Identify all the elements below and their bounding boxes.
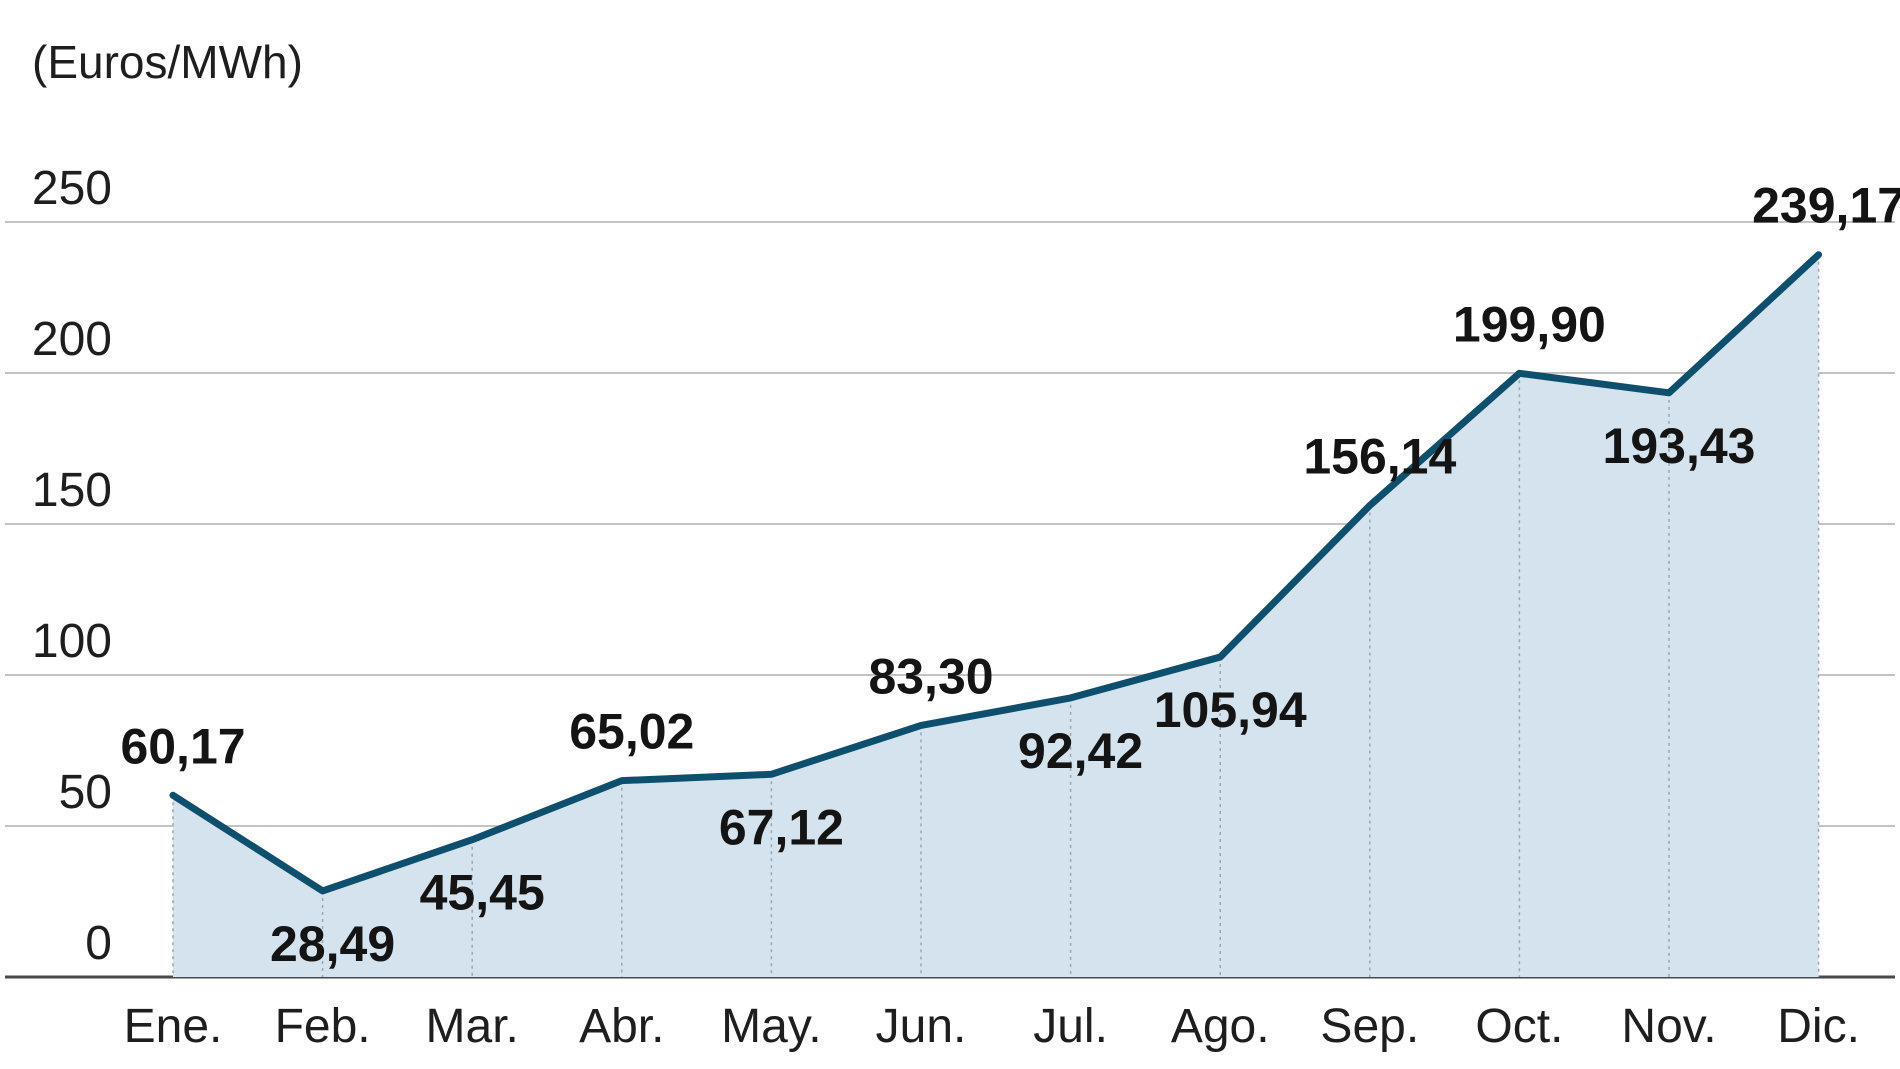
data-point [918,722,924,729]
data-label: 83,30 [868,648,993,704]
series-line [169,251,1823,895]
data-label: 199,90 [1453,296,1606,352]
data-label: 60,17 [120,718,245,774]
data-label: 45,45 [420,865,545,921]
x-tick-label: Jul. [1033,1000,1108,1053]
data-label: 65,02 [569,704,694,760]
data-point [1067,694,1074,701]
data-point [1366,502,1373,509]
y-tick-label: 0 [85,917,112,970]
y-tick-label: 200 [32,313,112,366]
y-tick-label: 50 [59,766,112,819]
data-label: 156,14 [1303,428,1456,484]
data-point [319,887,326,894]
data-point [618,777,625,784]
data-label: 28,49 [270,916,395,972]
x-axis-ticks: Ene. Feb. Mar. Abr. May. Jun. Jul. Ago. Sep. Oct.… [124,1000,1860,1053]
x-tick-label: Ene. [124,1000,223,1053]
data-label: 239,17 [1752,178,1900,234]
y-tick-label: 100 [32,615,112,668]
x-tick-label: Oct. [1475,1000,1563,1053]
x-tick-label: May. [721,1000,821,1053]
y-axis-ticks: 0 50 100 150 200 250 [32,162,112,970]
x-tick-label: Feb. [275,1000,371,1053]
x-tick-label: Dic. [1777,1000,1860,1053]
droplines [172,254,1820,977]
data-labels: 60,17 28,49 45,45 65,02 67,12 83,30 92,42105,9… [120,178,1900,972]
unit-label: (Euros/MWh) [32,36,303,88]
y-tick-label: 250 [32,162,112,215]
data-point [768,771,775,778]
data-point [1217,654,1224,661]
data-point [469,836,476,843]
data-point [1815,251,1822,258]
data-label: 67,12 [719,799,844,855]
data-point [170,792,176,799]
series-line-layer [169,251,1823,895]
x-tick-label: Mar. [426,1000,519,1053]
data-label: 92,42 [1018,723,1143,779]
data-point [1666,389,1672,396]
x-tick-label: Nov. [1621,1000,1716,1053]
x-tick-label: Ago. [1171,1000,1270,1053]
x-tick-label: Abr. [579,1000,664,1053]
x-tick-label: Jun. [876,1000,967,1053]
data-point [1516,370,1523,377]
data-label: 105,94 [1154,682,1307,738]
x-tick-label: Sep. [1320,1000,1419,1053]
data-label: 193,43 [1603,418,1756,474]
y-tick-label: 150 [32,464,112,517]
